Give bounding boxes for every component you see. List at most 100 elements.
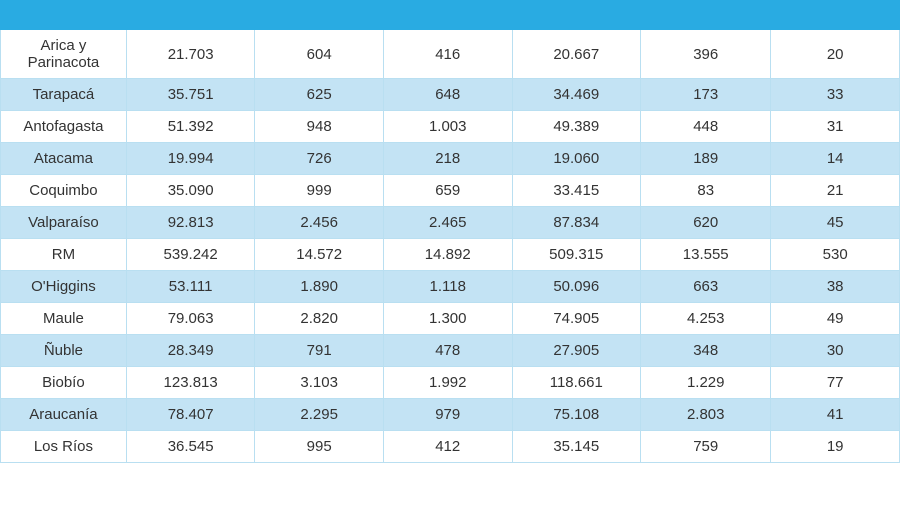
value-cell: 33.415 (512, 175, 641, 207)
value-cell: 2.465 (383, 207, 512, 239)
region-name-cell: Biobío (1, 367, 127, 399)
value-cell: 1.118 (383, 271, 512, 303)
table-row: Arica y Parinacota21.70360441620.6673962… (1, 29, 900, 79)
value-cell: 33 (771, 79, 900, 111)
table-row: Ñuble28.34979147827.90534830 (1, 335, 900, 367)
value-cell: 92.813 (126, 207, 255, 239)
value-cell: 2.803 (641, 399, 771, 431)
value-cell: 396 (641, 29, 771, 79)
value-cell: 77 (771, 367, 900, 399)
data-table-container: Arica y Parinacota21.70360441620.6673962… (0, 0, 900, 463)
value-cell: 45 (771, 207, 900, 239)
value-cell: 663 (641, 271, 771, 303)
value-cell: 1.229 (641, 367, 771, 399)
table-row: Atacama19.99472621819.06018914 (1, 143, 900, 175)
value-cell: 20 (771, 29, 900, 79)
table-row: Biobío123.8133.1031.992118.6611.22977 (1, 367, 900, 399)
value-cell: 19.060 (512, 143, 641, 175)
table-row: Tarapacá35.75162564834.46917333 (1, 79, 900, 111)
table-row: Valparaíso92.8132.4562.46587.83462045 (1, 207, 900, 239)
value-cell: 530 (771, 239, 900, 271)
value-cell: 28.349 (126, 335, 255, 367)
value-cell: 123.813 (126, 367, 255, 399)
table-header-cell (771, 1, 900, 29)
value-cell: 35.090 (126, 175, 255, 207)
value-cell: 1.003 (383, 111, 512, 143)
table-row: Los Ríos36.54599541235.14575919 (1, 431, 900, 463)
value-cell: 27.905 (512, 335, 641, 367)
region-name-cell: Atacama (1, 143, 127, 175)
value-cell: 348 (641, 335, 771, 367)
value-cell: 13.555 (641, 239, 771, 271)
value-cell: 41 (771, 399, 900, 431)
value-cell: 34.469 (512, 79, 641, 111)
table-row: RM539.24214.57214.892509.31513.555530 (1, 239, 900, 271)
table-header-cell (1, 1, 127, 29)
table-body: Arica y Parinacota21.70360441620.6673962… (1, 29, 900, 463)
table-header-cell (126, 1, 255, 29)
value-cell: 2.820 (255, 303, 384, 335)
table-header-cell (255, 1, 384, 29)
value-cell: 74.905 (512, 303, 641, 335)
value-cell: 648 (383, 79, 512, 111)
value-cell: 21 (771, 175, 900, 207)
value-cell: 87.834 (512, 207, 641, 239)
value-cell: 759 (641, 431, 771, 463)
value-cell: 2.295 (255, 399, 384, 431)
value-cell: 14 (771, 143, 900, 175)
value-cell: 412 (383, 431, 512, 463)
value-cell: 14.892 (383, 239, 512, 271)
table-row: Maule79.0632.8201.30074.9054.25349 (1, 303, 900, 335)
table-header (1, 1, 900, 29)
value-cell: 948 (255, 111, 384, 143)
value-cell: 49.389 (512, 111, 641, 143)
value-cell: 21.703 (126, 29, 255, 79)
value-cell: 19.994 (126, 143, 255, 175)
value-cell: 75.108 (512, 399, 641, 431)
value-cell: 51.392 (126, 111, 255, 143)
value-cell: 50.096 (512, 271, 641, 303)
value-cell: 620 (641, 207, 771, 239)
region-name-cell: O'Higgins (1, 271, 127, 303)
region-name-cell: Los Ríos (1, 431, 127, 463)
region-name-cell: Maule (1, 303, 127, 335)
region-name-cell: RM (1, 239, 127, 271)
region-name-cell: Tarapacá (1, 79, 127, 111)
value-cell: 35.145 (512, 431, 641, 463)
table-header-cell (512, 1, 641, 29)
region-name-cell: Ñuble (1, 335, 127, 367)
value-cell: 478 (383, 335, 512, 367)
value-cell: 78.407 (126, 399, 255, 431)
value-cell: 1.300 (383, 303, 512, 335)
value-cell: 35.751 (126, 79, 255, 111)
value-cell: 999 (255, 175, 384, 207)
value-cell: 14.572 (255, 239, 384, 271)
value-cell: 31 (771, 111, 900, 143)
value-cell: 995 (255, 431, 384, 463)
value-cell: 20.667 (512, 29, 641, 79)
value-cell: 36.545 (126, 431, 255, 463)
value-cell: 83 (641, 175, 771, 207)
value-cell: 509.315 (512, 239, 641, 271)
table-row: Araucanía78.4072.29597975.1082.80341 (1, 399, 900, 431)
value-cell: 3.103 (255, 367, 384, 399)
value-cell: 118.661 (512, 367, 641, 399)
value-cell: 791 (255, 335, 384, 367)
value-cell: 1.890 (255, 271, 384, 303)
value-cell: 38 (771, 271, 900, 303)
region-name-cell: Valparaíso (1, 207, 127, 239)
value-cell: 416 (383, 29, 512, 79)
value-cell: 625 (255, 79, 384, 111)
value-cell: 30 (771, 335, 900, 367)
region-name-cell: Antofagasta (1, 111, 127, 143)
value-cell: 1.992 (383, 367, 512, 399)
data-table: Arica y Parinacota21.70360441620.6673962… (0, 0, 900, 463)
value-cell: 979 (383, 399, 512, 431)
value-cell: 539.242 (126, 239, 255, 271)
table-row: Antofagasta51.3929481.00349.38944831 (1, 111, 900, 143)
value-cell: 448 (641, 111, 771, 143)
value-cell: 79.063 (126, 303, 255, 335)
value-cell: 2.456 (255, 207, 384, 239)
value-cell: 173 (641, 79, 771, 111)
value-cell: 189 (641, 143, 771, 175)
